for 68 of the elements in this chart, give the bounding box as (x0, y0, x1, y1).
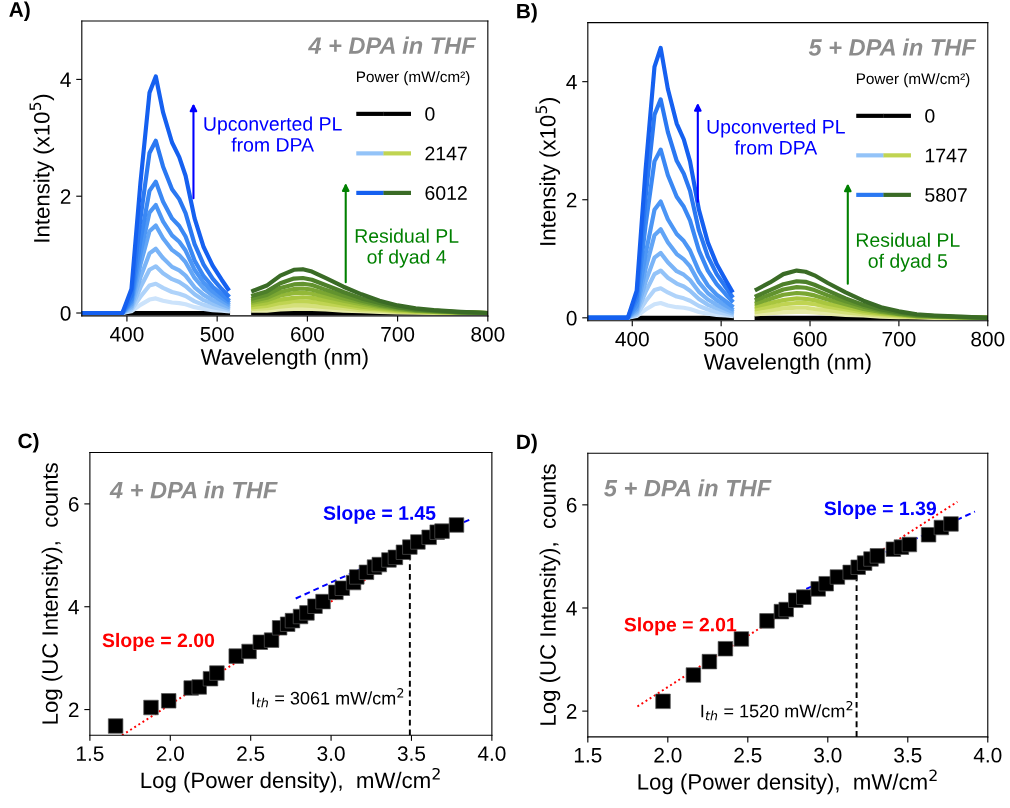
y-tick-label: 2 (68, 702, 79, 718)
x-axis-title: Log (Power density), mW/cm$^{2}$ (638, 769, 937, 795)
y-tick-label: 4 (68, 599, 79, 615)
annotation: I$_{th}$ = 3061 mW/cm$^{2}$ (252, 688, 404, 708)
y-tick-label: 4 (566, 601, 577, 616)
x-tick-label: 1.5 (77, 746, 104, 761)
x-tick-label: 2.5 (237, 746, 265, 761)
annotation: Residual PL of dyad 5 (856, 232, 960, 272)
y-axis-title: Log (UC Intensity), counts (539, 464, 561, 725)
y-tick-label: 2 (60, 189, 71, 204)
annotation: I$_{th}$ = 1520 mW/cm$^{2}$ (701, 700, 853, 721)
y-tick-label: 0 (60, 306, 71, 321)
x-tick-label: 400 (110, 326, 144, 342)
legend-title: Power (mW/cm²) (856, 72, 970, 88)
x-tick-label: 700 (381, 326, 415, 342)
chart-title: D) (517, 433, 537, 454)
y-tick-label: 0 (566, 310, 577, 326)
annotation: Slope = 1.45 (323, 505, 436, 524)
y-tick-label: 6 (566, 497, 577, 513)
chart-title: C) (18, 433, 39, 453)
x-tick-label: 800 (471, 326, 505, 342)
x-tick-label: 500 (200, 326, 234, 342)
annotation: Slope = 1.39 (824, 500, 937, 520)
annotation: 4 + DPA in THF (308, 36, 477, 54)
annotation: Upconverted PL from DPA (204, 116, 342, 152)
x-tick-label: 400 (615, 331, 649, 347)
annotation: 4 + DPA in THF (109, 481, 278, 499)
x-axis-title: Wavelength (nm) (703, 353, 871, 375)
chart-title: A) (9, 1, 30, 22)
x-tick-label: 3.0 (317, 746, 345, 761)
x-tick-label: 2.0 (654, 747, 682, 763)
legend-label: 6012 (425, 186, 467, 200)
annotation: Slope = 2.01 (624, 617, 737, 636)
annotation: 5 + DPA in THF (808, 38, 977, 56)
x-tick-label: 1.5 (574, 748, 602, 763)
x-tick-label: 2.5 (734, 747, 762, 763)
annotation: 5 + DPA in THF (604, 479, 772, 497)
x-tick-label: 4.0 (477, 746, 506, 761)
x-tick-label: 600 (291, 326, 324, 342)
annotation: Upconverted PL from DPA (707, 119, 845, 155)
x-axis-title: Log (Power density), mW/cm$^{2}$ (141, 767, 440, 793)
x-axis-title: Wavelength (nm) (200, 348, 368, 370)
x-tick-label: 2.0 (156, 746, 184, 761)
legend-label: 5807 (925, 188, 967, 202)
x-tick-label: 3.5 (894, 747, 922, 763)
y-tick-label: 4 (566, 74, 577, 90)
annotation: Slope = 2.00 (102, 632, 215, 652)
y-tick-label: 4 (60, 72, 71, 87)
y-tick-label: 2 (566, 192, 577, 208)
x-tick-label: 3.0 (814, 747, 842, 763)
legend-label: 1747 (925, 148, 967, 163)
legend-label: 0 (425, 107, 435, 121)
annotation: Residual PL of dyad 4 (355, 228, 459, 268)
y-tick-label: 2 (566, 704, 577, 719)
x-tick-label: 800 (971, 331, 1005, 347)
x-tick-label: 500 (704, 331, 738, 347)
legend-label: 0 (925, 109, 935, 123)
y-axis-title: Intensity (x10$^{5}$) (535, 98, 561, 245)
x-tick-label: 700 (882, 331, 916, 347)
chart-title: B) (517, 3, 537, 23)
legend-label: 2147 (425, 146, 467, 161)
x-tick-label: 4.0 (973, 747, 1002, 763)
legend-title: Power (mW/cm²) (357, 70, 470, 86)
y-tick-label: 6 (68, 496, 79, 512)
y-axis-title: Intensity (x10$^{5}$) (29, 94, 55, 242)
y-axis-title: Log (UC Intensity), counts (41, 463, 63, 724)
x-tick-label: 600 (793, 331, 827, 347)
x-tick-label: 3.5 (397, 746, 426, 761)
